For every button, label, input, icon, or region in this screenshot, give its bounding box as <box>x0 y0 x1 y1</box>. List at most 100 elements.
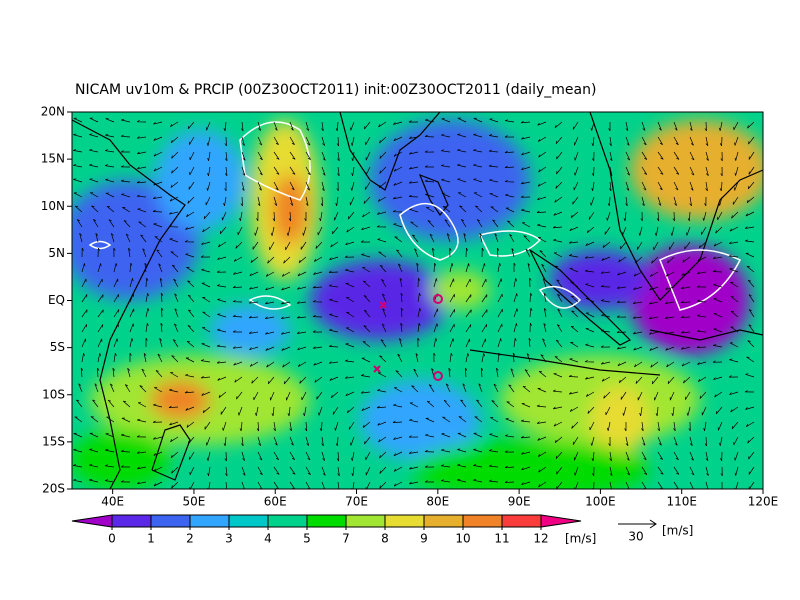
wind-arrow <box>571 310 579 318</box>
wind-arrow <box>625 181 630 191</box>
wind-arrow <box>489 433 499 438</box>
wind-arrow <box>605 406 611 416</box>
wind-arrow <box>465 294 472 303</box>
wind-arrow <box>669 391 675 401</box>
wind-arrow <box>600 345 611 348</box>
wind-arrow <box>136 194 147 198</box>
wind-arrow <box>76 399 83 408</box>
wind-arrow <box>734 451 739 461</box>
wind-arrow <box>153 466 163 472</box>
wind-arrow <box>78 383 83 393</box>
wind-arrow <box>556 324 563 333</box>
wind-arrow <box>253 391 259 401</box>
wind-arrow <box>537 121 547 126</box>
wind-arrow <box>417 292 421 303</box>
wind-arrow <box>746 266 755 273</box>
wind-arrow <box>361 253 371 258</box>
wind-arrow <box>521 166 531 171</box>
colorbar-box <box>267 514 308 528</box>
wind-arrow <box>539 250 547 258</box>
wind-arrow <box>97 309 104 318</box>
wind-arrow <box>72 464 83 468</box>
wind-arrow <box>465 278 471 288</box>
wind-arrow <box>345 282 355 288</box>
wind-arrow <box>649 271 659 277</box>
wind-arrow <box>73 478 83 483</box>
wind-arrow <box>241 436 244 447</box>
wind-arrow <box>73 117 83 123</box>
wind-arrow <box>346 311 355 318</box>
wind-arrow <box>574 151 579 161</box>
wind-arrow <box>425 433 435 438</box>
wind-arrow <box>536 404 547 408</box>
wind-arrow <box>170 372 179 378</box>
wind-arrow <box>496 367 499 378</box>
wind-arrow <box>381 278 387 288</box>
wind-arrow <box>604 226 611 235</box>
wind-arrow <box>252 241 259 250</box>
wind-arrow <box>574 466 579 476</box>
wind-arrow <box>189 151 195 161</box>
wind-arrow <box>664 316 675 319</box>
wind-arrow <box>488 479 499 483</box>
wind-arrow <box>79 233 83 243</box>
wind-arrow <box>719 136 723 147</box>
wind-arrow <box>127 368 131 378</box>
wind-arrow <box>428 384 435 393</box>
colorbar-label: 0 <box>108 532 116 546</box>
wind-arrow <box>670 226 675 236</box>
wind-arrow <box>97 338 103 348</box>
wind-arrow <box>329 313 339 318</box>
wind-arrow <box>241 466 246 476</box>
wind-arrow <box>589 421 595 431</box>
wind-arrow <box>504 150 515 154</box>
wind-arrow <box>216 284 227 288</box>
wind-arrow <box>257 121 261 131</box>
wind-arrow <box>521 481 531 486</box>
wind-arrow <box>408 166 419 170</box>
wind-arrow <box>497 262 501 273</box>
wind-arrow <box>684 241 691 250</box>
wind-arrow <box>105 117 115 123</box>
wind-arrow <box>729 268 739 273</box>
wind-arrow <box>511 248 515 258</box>
wind-arrow <box>446 233 451 243</box>
wind-arrow <box>657 151 664 160</box>
wind-arrow <box>728 375 739 378</box>
wind-arrow <box>305 121 310 131</box>
wind-arrow <box>365 166 371 176</box>
wind-arrow <box>729 358 739 363</box>
wind-arrow <box>673 451 679 461</box>
wind-arrow <box>556 166 563 175</box>
wind-arrow <box>572 121 579 130</box>
wind-arrow <box>186 340 195 348</box>
wind-arrow <box>105 178 115 183</box>
wind-arrow <box>616 286 627 289</box>
wind-arrow <box>689 136 694 146</box>
wind-arrow <box>81 309 88 318</box>
colorbar-label: 10 <box>455 532 470 546</box>
wind-arrow <box>140 234 147 243</box>
wind-arrow <box>634 361 643 368</box>
lon-tick-label: 60E <box>264 495 287 509</box>
wind-arrow <box>513 293 518 303</box>
wind-arrow <box>345 327 355 333</box>
wind-arrow <box>637 391 643 401</box>
wind-arrow <box>249 361 259 367</box>
wind-arrow <box>620 391 627 400</box>
wind-arrow <box>734 481 739 489</box>
wind-arrow <box>289 166 296 175</box>
wind-arrow <box>713 312 723 318</box>
wind-arrow <box>173 323 179 333</box>
wind-arrow <box>523 235 531 243</box>
wind-arrow <box>185 406 195 411</box>
wind-arrow <box>669 241 675 250</box>
wind-arrow <box>364 121 371 130</box>
wind-arrow <box>490 206 499 213</box>
wind-arrow <box>254 226 259 236</box>
wind-arrow <box>488 449 499 453</box>
wind-arrow <box>145 308 150 318</box>
wind-arrow <box>748 466 755 475</box>
wind-arrow <box>313 256 323 262</box>
wind-arrow <box>681 271 691 276</box>
